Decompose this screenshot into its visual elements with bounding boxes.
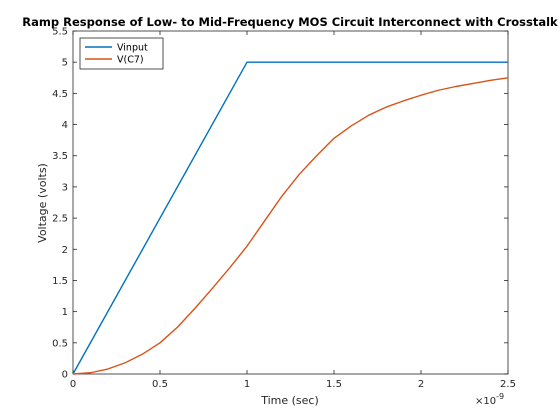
chart-title: Ramp Response of Low- to Mid-Frequency M… (22, 15, 558, 29)
axis-ticks: 0 0.5 1 1.5 2 2.5 0 0.5 1 1.5 2 2.5 3 3.5 4 4.5 5 5.5 (52, 27, 516, 391)
y-tick-label: 0.5 (52, 338, 68, 349)
legend-label: V(C7) (117, 55, 144, 66)
y-tick-label: 5.5 (52, 27, 68, 38)
y-tick-label: 2.5 (52, 214, 68, 225)
y-tick-label: 1.5 (52, 276, 68, 287)
x-tick-label: 1 (244, 379, 250, 390)
y-tick-label: 2 (62, 245, 68, 256)
x-axis-label: Time (sec) (260, 394, 319, 407)
y-tick-label: 1 (62, 307, 68, 318)
x-tick-label: 2.5 (500, 379, 516, 390)
series-lines (72, 61, 509, 375)
x-exponent-label: ×10-9 (475, 392, 504, 407)
plot-frame (72, 30, 509, 375)
x-tick-label: 1.5 (326, 379, 342, 390)
x-exponent-power: -9 (496, 392, 504, 401)
x-tick-label: 0 (70, 379, 76, 390)
y-tick-label: 5 (62, 58, 68, 69)
x-tick-label: 2 (418, 379, 424, 390)
x-tick-label: 0.5 (152, 379, 168, 390)
series-line-v-c7- (72, 77, 509, 375)
y-tick-label: 3 (62, 182, 68, 193)
x-exponent-base: ×10 (475, 396, 496, 407)
y-tick-label: 4.5 (52, 89, 68, 100)
y-tick-label: 3.5 (52, 151, 68, 162)
y-tick-label: 4 (62, 120, 68, 131)
series-line-vinput (72, 61, 508, 375)
legend-box (79, 37, 164, 70)
plot-area (72, 30, 509, 375)
y-tick-label: 0 (62, 370, 68, 381)
y-axis-label: Voltage (volts) (36, 163, 49, 243)
legend-label: Vinput (117, 43, 148, 54)
